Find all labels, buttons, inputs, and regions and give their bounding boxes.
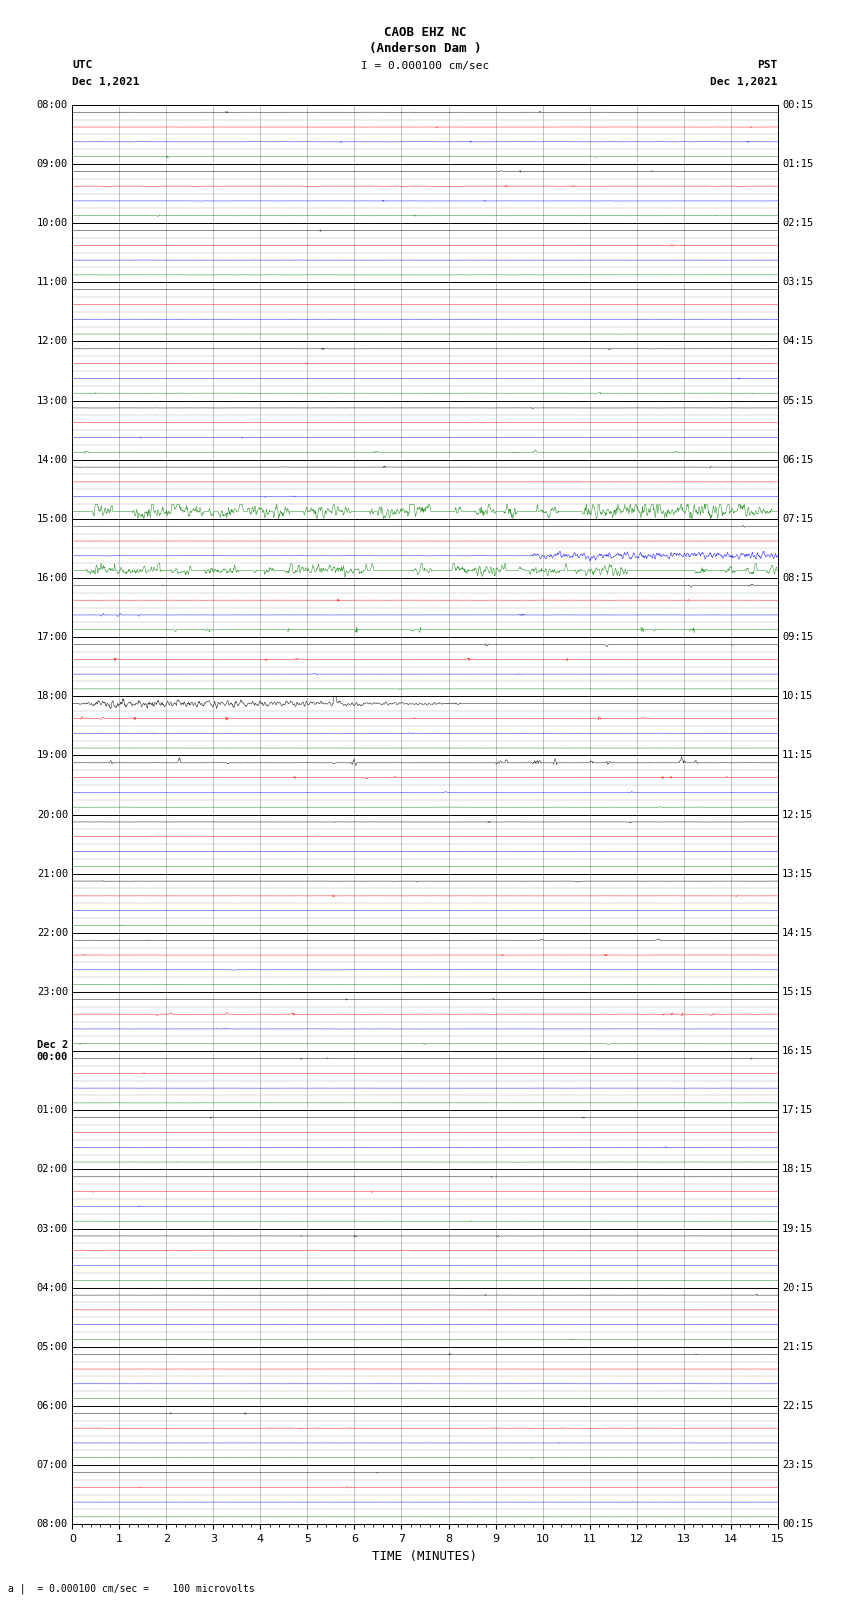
Text: 10:00: 10:00 xyxy=(37,218,68,227)
Text: 11:00: 11:00 xyxy=(37,277,68,287)
Text: 07:00: 07:00 xyxy=(37,1460,68,1469)
Text: 15:00: 15:00 xyxy=(37,515,68,524)
Text: 06:15: 06:15 xyxy=(782,455,813,465)
Text: 05:15: 05:15 xyxy=(782,395,813,405)
Text: 15:15: 15:15 xyxy=(782,987,813,997)
Text: 04:15: 04:15 xyxy=(782,337,813,347)
Text: 01:15: 01:15 xyxy=(782,160,813,169)
Text: 00:15: 00:15 xyxy=(782,100,813,110)
Text: 02:00: 02:00 xyxy=(37,1165,68,1174)
Text: 08:00: 08:00 xyxy=(37,1519,68,1529)
X-axis label: TIME (MINUTES): TIME (MINUTES) xyxy=(372,1550,478,1563)
Text: 19:15: 19:15 xyxy=(782,1224,813,1234)
Text: 22:00: 22:00 xyxy=(37,927,68,937)
Text: 05:00: 05:00 xyxy=(37,1342,68,1352)
Text: 21:00: 21:00 xyxy=(37,869,68,879)
Text: 13:00: 13:00 xyxy=(37,395,68,405)
Text: a |  = 0.000100 cm/sec =    100 microvolts: a | = 0.000100 cm/sec = 100 microvolts xyxy=(8,1584,255,1594)
Text: 11:15: 11:15 xyxy=(782,750,813,760)
Text: 10:15: 10:15 xyxy=(782,692,813,702)
Text: UTC: UTC xyxy=(72,60,93,69)
Text: 08:15: 08:15 xyxy=(782,573,813,582)
Text: 18:15: 18:15 xyxy=(782,1165,813,1174)
Text: (Anderson Dam ): (Anderson Dam ) xyxy=(369,42,481,55)
Text: 19:00: 19:00 xyxy=(37,750,68,760)
Text: 17:00: 17:00 xyxy=(37,632,68,642)
Text: 23:15: 23:15 xyxy=(782,1460,813,1469)
Text: 00:15: 00:15 xyxy=(782,1519,813,1529)
Text: 21:15: 21:15 xyxy=(782,1342,813,1352)
Text: 13:15: 13:15 xyxy=(782,869,813,879)
Text: 03:00: 03:00 xyxy=(37,1224,68,1234)
Text: 04:00: 04:00 xyxy=(37,1282,68,1292)
Text: 16:00: 16:00 xyxy=(37,573,68,582)
Text: 12:00: 12:00 xyxy=(37,337,68,347)
Text: Dec 1,2021: Dec 1,2021 xyxy=(72,77,139,87)
Text: 09:00: 09:00 xyxy=(37,160,68,169)
Text: 18:00: 18:00 xyxy=(37,692,68,702)
Text: 01:00: 01:00 xyxy=(37,1105,68,1115)
Text: 14:15: 14:15 xyxy=(782,927,813,937)
Text: I = 0.000100 cm/sec: I = 0.000100 cm/sec xyxy=(361,61,489,71)
Text: 07:15: 07:15 xyxy=(782,515,813,524)
Text: 17:15: 17:15 xyxy=(782,1105,813,1115)
Text: CAOB EHZ NC: CAOB EHZ NC xyxy=(383,26,467,39)
Text: Dec 1,2021: Dec 1,2021 xyxy=(711,77,778,87)
Text: 20:15: 20:15 xyxy=(782,1282,813,1292)
Text: 20:00: 20:00 xyxy=(37,810,68,819)
Text: 16:15: 16:15 xyxy=(782,1047,813,1057)
Text: Dec 2
00:00: Dec 2 00:00 xyxy=(37,1040,68,1061)
Text: 03:15: 03:15 xyxy=(782,277,813,287)
Text: 12:15: 12:15 xyxy=(782,810,813,819)
Text: 02:15: 02:15 xyxy=(782,218,813,227)
Text: 14:00: 14:00 xyxy=(37,455,68,465)
Text: PST: PST xyxy=(757,60,778,69)
Text: 22:15: 22:15 xyxy=(782,1402,813,1411)
Text: 08:00: 08:00 xyxy=(37,100,68,110)
Text: 06:00: 06:00 xyxy=(37,1402,68,1411)
Text: 23:00: 23:00 xyxy=(37,987,68,997)
Text: 09:15: 09:15 xyxy=(782,632,813,642)
